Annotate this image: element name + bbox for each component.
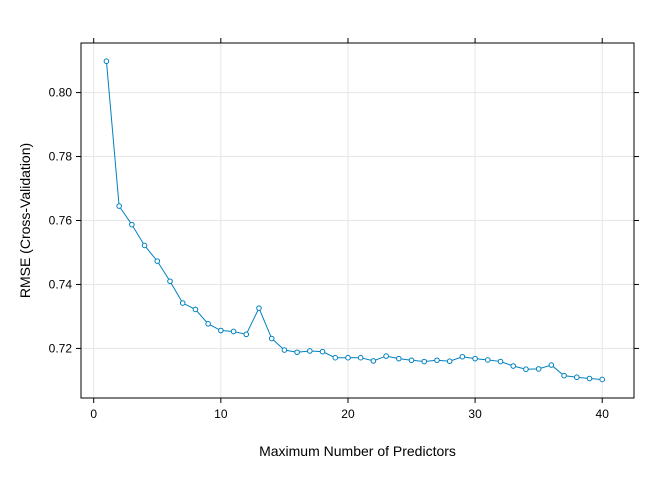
y-tick-label: 0.80 xyxy=(49,86,73,100)
data-point xyxy=(357,354,364,361)
data-point xyxy=(141,242,148,249)
y-axis-title: RMSE (Cross-Validation) xyxy=(17,143,33,298)
y-tick-label: 0.74 xyxy=(49,277,73,291)
data-point xyxy=(179,300,186,306)
data-point xyxy=(561,372,567,379)
x-tick-label: 20 xyxy=(341,407,355,421)
data-point xyxy=(510,363,517,369)
x-axis-title: Maximum Number of Predictors xyxy=(259,443,456,459)
data-point xyxy=(192,306,199,313)
x-tick-label: 10 xyxy=(214,407,228,421)
data-point xyxy=(281,347,288,353)
data-point xyxy=(307,348,313,354)
data-point xyxy=(535,366,542,372)
data-point xyxy=(116,203,122,209)
data-point xyxy=(599,376,606,383)
data-point xyxy=(218,327,224,334)
data-point xyxy=(383,353,389,359)
y-tick-label: 0.78 xyxy=(49,150,73,164)
x-tick-label: 40 xyxy=(596,407,610,421)
data-point xyxy=(573,374,580,381)
data-point xyxy=(586,375,593,382)
grid-lines xyxy=(81,43,634,398)
plot-frame xyxy=(80,42,635,399)
data-point xyxy=(332,354,339,361)
x-tick-label: 0 xyxy=(90,407,97,421)
data-point xyxy=(243,331,250,338)
data-point xyxy=(472,355,478,362)
data-point xyxy=(446,358,453,365)
data-point xyxy=(396,355,402,362)
data-point xyxy=(345,354,351,361)
data-point xyxy=(103,58,110,65)
data-point xyxy=(167,278,173,285)
data-point xyxy=(129,221,135,228)
data-point xyxy=(408,357,415,364)
x-tick-label: 30 xyxy=(468,407,482,421)
series-line xyxy=(105,61,603,380)
data-point xyxy=(523,366,529,373)
data-point xyxy=(205,321,211,327)
data-point xyxy=(268,335,275,342)
axis-ticks: 0 10 20 30 40 0.72 0.74 0.76 0.78 0.80 xyxy=(49,38,639,421)
data-point xyxy=(421,358,428,365)
data-point xyxy=(434,357,440,364)
data-series xyxy=(103,58,606,383)
y-tick-label: 0.76 xyxy=(49,214,73,228)
data-point xyxy=(230,328,237,335)
y-tick-label: 0.72 xyxy=(49,341,73,355)
data-point xyxy=(154,258,161,264)
data-point xyxy=(294,349,300,356)
data-point xyxy=(256,305,262,311)
data-point xyxy=(497,358,504,365)
data-point xyxy=(319,348,326,355)
data-point xyxy=(548,362,555,368)
data-point xyxy=(370,358,377,364)
data-point xyxy=(459,353,466,360)
data-point xyxy=(485,357,491,363)
